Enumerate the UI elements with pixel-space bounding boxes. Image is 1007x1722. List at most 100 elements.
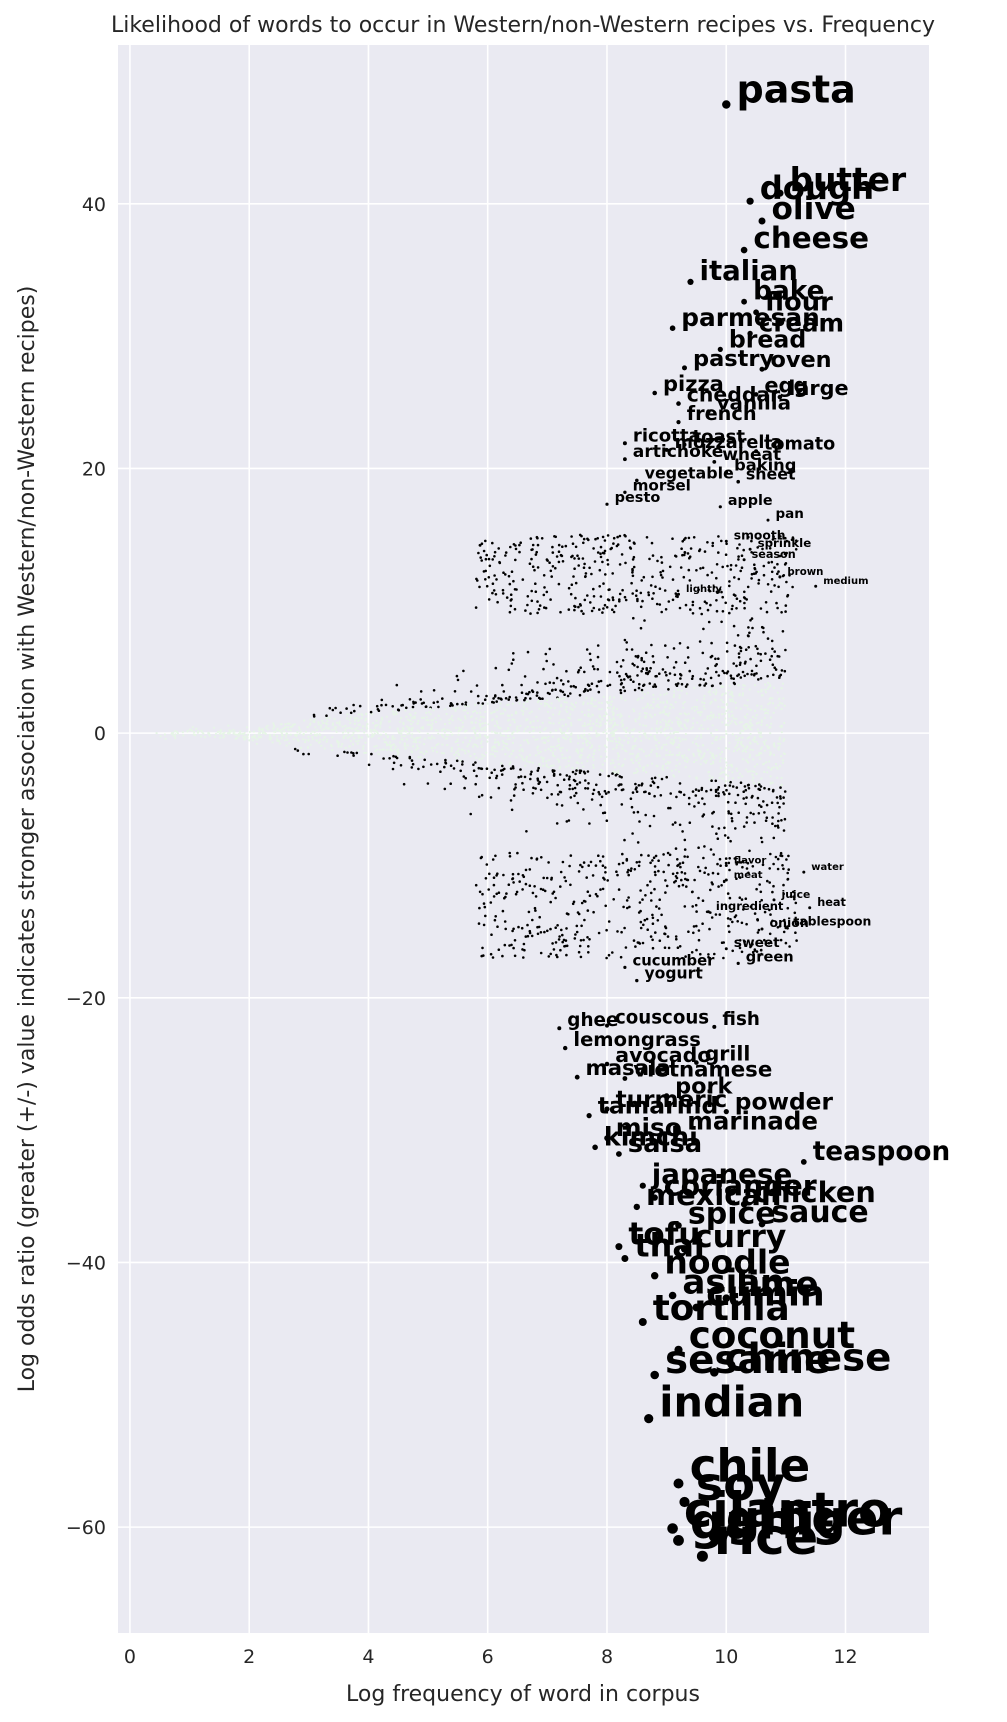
word-point-pasta [722, 100, 731, 109]
word-point [397, 730, 400, 733]
word-point [627, 873, 630, 877]
word-point [678, 945, 682, 948]
word-point [615, 660, 619, 664]
word-point [285, 732, 288, 735]
word-point [650, 899, 653, 902]
word-point [740, 740, 743, 744]
word-point [723, 793, 726, 796]
word-point [711, 684, 714, 687]
word-label-italian: italian [700, 254, 798, 287]
word-point [492, 895, 496, 898]
word-point-powder [723, 1109, 729, 1115]
word-point [778, 765, 782, 768]
word-point [351, 743, 355, 746]
word-point [461, 748, 464, 751]
word-point-japanese [639, 1182, 646, 1189]
word-point [283, 730, 286, 733]
word-point [711, 776, 714, 779]
word-point [758, 883, 761, 886]
word-point [397, 751, 400, 754]
word-point [479, 556, 483, 559]
word-point [526, 725, 529, 728]
word-point [568, 784, 572, 787]
word-point [239, 732, 242, 735]
word-point [765, 816, 769, 819]
word-point [639, 758, 642, 761]
word-point [651, 748, 654, 752]
word-point [620, 714, 623, 718]
word-point [699, 952, 702, 956]
word-point [518, 702, 521, 705]
word-point [754, 717, 757, 720]
word-point [726, 764, 729, 767]
word-point [642, 729, 645, 732]
word-point [753, 948, 757, 951]
word-point [296, 731, 299, 734]
word-point [675, 716, 678, 719]
word-point [337, 745, 340, 748]
word-point [604, 750, 607, 753]
word-point [651, 554, 655, 557]
word-point [739, 707, 742, 710]
word-point [415, 736, 418, 739]
word-point [749, 811, 752, 815]
word-point [579, 769, 583, 773]
word-point [728, 580, 731, 583]
word-point [514, 558, 517, 562]
word-point [542, 741, 545, 744]
word-point [717, 827, 721, 830]
word-point [748, 631, 751, 635]
word-point [522, 942, 526, 946]
word-point [491, 719, 494, 722]
word-point [536, 777, 539, 780]
word-point [757, 928, 761, 932]
word-point [575, 748, 578, 751]
word-point [721, 610, 725, 613]
word-point [609, 739, 612, 743]
word-point [530, 770, 533, 774]
word-point [636, 654, 640, 658]
word-point [730, 676, 733, 680]
word-point [567, 764, 570, 767]
word-point [311, 735, 314, 739]
word-point [727, 861, 731, 865]
word-point-pesto [605, 502, 609, 506]
word-point [423, 752, 426, 756]
word-point [273, 733, 276, 737]
word-point [564, 879, 568, 883]
word-label-miso: miso [616, 1113, 682, 1142]
word-point [568, 717, 572, 720]
word-point [620, 682, 624, 685]
word-point [588, 566, 591, 570]
word-point [728, 930, 731, 934]
word-point [513, 721, 516, 724]
word-point [551, 545, 554, 549]
word-point [628, 905, 631, 909]
word-point [767, 709, 770, 712]
word-point [414, 712, 417, 715]
word-point [753, 740, 756, 743]
word-point [679, 672, 682, 676]
word-point [671, 753, 674, 756]
word-point [781, 864, 784, 867]
word-point [656, 747, 659, 750]
word-point [561, 940, 564, 944]
word-point [774, 668, 778, 671]
word-point [755, 664, 758, 668]
word-point [628, 546, 632, 549]
word-point [618, 598, 621, 601]
word-point [506, 703, 509, 707]
word-point-pastry [682, 365, 687, 371]
word-point [679, 790, 683, 794]
word-point [543, 586, 546, 589]
word-point [621, 723, 625, 726]
word-point [649, 713, 652, 717]
word-point [619, 738, 622, 741]
word-point [325, 717, 328, 720]
word-point [682, 756, 685, 759]
word-point-pan [766, 518, 770, 522]
word-point [213, 735, 216, 739]
word-point [389, 745, 392, 749]
word-point [526, 650, 530, 654]
word-point [499, 702, 502, 705]
